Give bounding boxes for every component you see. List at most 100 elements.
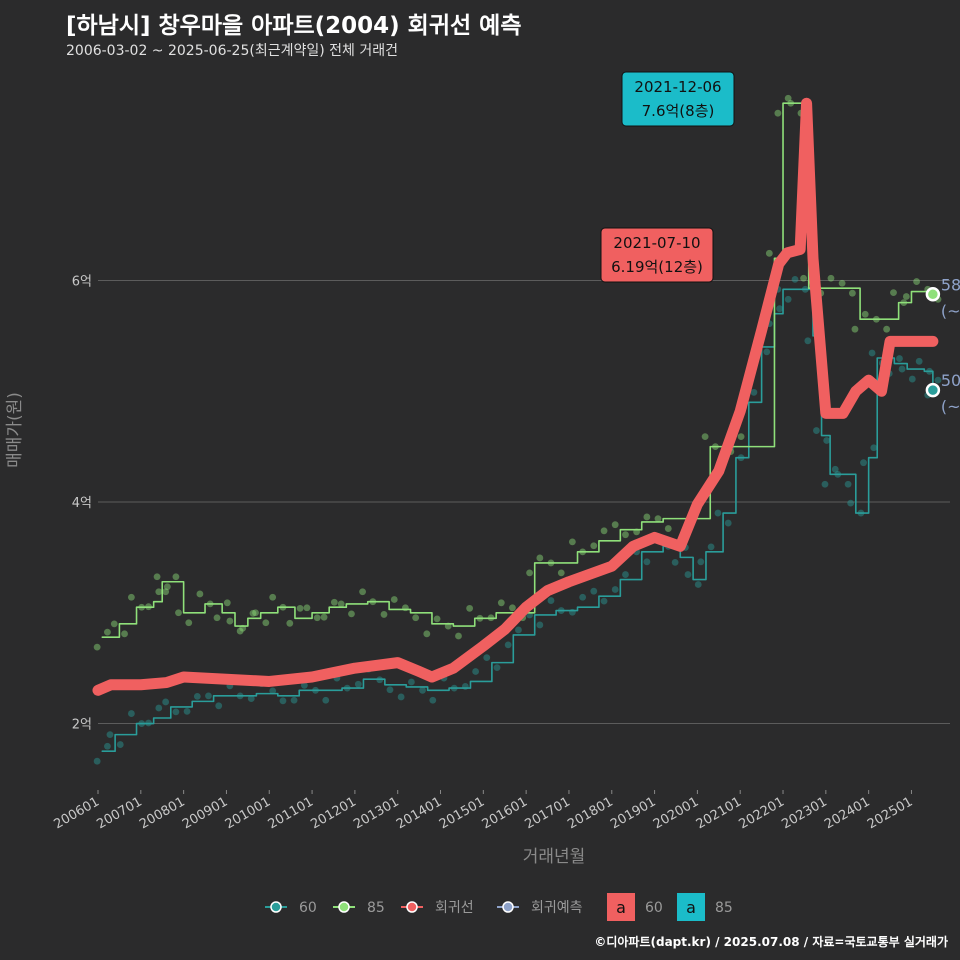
transaction-dot-85 bbox=[497, 599, 505, 607]
series-line-회귀선 bbox=[92, 97, 939, 696]
transaction-dot-85 bbox=[93, 643, 101, 651]
transaction-dot-85 bbox=[890, 289, 897, 297]
transaction-dot-60 bbox=[515, 626, 522, 634]
x-tick-label: 202501 bbox=[865, 794, 915, 832]
transaction-dot-85 bbox=[296, 604, 304, 612]
callout-price: 7.6억(8층) bbox=[642, 102, 715, 120]
x-tick-label: 201101 bbox=[266, 794, 316, 832]
x-tick-label: 200701 bbox=[94, 794, 144, 832]
callout-date: 2021-12-06 bbox=[634, 78, 721, 96]
transaction-dot-85 bbox=[359, 588, 366, 596]
transaction-dot-60 bbox=[172, 708, 180, 716]
transaction-dot-60 bbox=[579, 593, 587, 601]
transaction-dot-85 bbox=[737, 433, 745, 441]
transaction-dot-85 bbox=[701, 433, 709, 441]
transaction-dot-60 bbox=[106, 731, 114, 739]
series-line-85 bbox=[101, 102, 934, 638]
transaction-dot-60 bbox=[269, 687, 277, 695]
transaction-dot-85 bbox=[337, 600, 345, 608]
transaction-dot-85 bbox=[390, 596, 398, 603]
transaction-dot-85 bbox=[883, 325, 891, 333]
transaction-dot-60 bbox=[870, 444, 878, 452]
transaction-dot-85 bbox=[902, 293, 910, 300]
transaction-dot-60 bbox=[784, 295, 792, 303]
transaction-dot-60 bbox=[547, 597, 555, 604]
y-tick-label: 4억 bbox=[72, 496, 92, 511]
transaction-dot-85 bbox=[600, 527, 608, 535]
transaction-dot-85 bbox=[127, 593, 135, 601]
transaction-dot-60 bbox=[915, 357, 923, 365]
transaction-dot-85 bbox=[611, 521, 619, 529]
transaction-dot-60 bbox=[104, 742, 111, 750]
transaction-dot-85 bbox=[423, 630, 431, 638]
transaction-dot-60 bbox=[707, 543, 715, 551]
transaction-dot-85 bbox=[313, 614, 321, 622]
transaction-dot-60 bbox=[116, 741, 124, 748]
x-tick-label: 201401 bbox=[394, 794, 444, 832]
transaction-dot-60 bbox=[205, 692, 212, 700]
transaction-dot-60 bbox=[183, 707, 191, 715]
legend-label: 85 bbox=[367, 900, 385, 916]
transaction-dot-60 bbox=[714, 509, 722, 517]
transaction-dot-60 bbox=[697, 558, 705, 566]
x-tick-label: 201301 bbox=[351, 794, 401, 832]
transaction-dot-60 bbox=[896, 355, 903, 362]
transaction-dot-60 bbox=[483, 654, 491, 662]
end-marker-85 bbox=[925, 287, 941, 302]
transaction-dot-85 bbox=[348, 610, 355, 618]
transaction-dot-60 bbox=[397, 693, 405, 701]
transaction-dot-60 bbox=[493, 664, 501, 671]
transaction-dot-85 bbox=[213, 614, 221, 622]
transaction-dot-85 bbox=[330, 598, 338, 606]
transaction-dot-85 bbox=[226, 617, 234, 625]
legend-key-glyph: a bbox=[686, 898, 696, 917]
transaction-dot-85 bbox=[433, 615, 441, 623]
transaction-dot-85 bbox=[185, 619, 193, 627]
transaction-dot-60 bbox=[844, 480, 852, 488]
legend-label: 회귀선 bbox=[435, 900, 474, 916]
x-tick-label: 202101 bbox=[694, 794, 744, 832]
chart-subtitle: 2006-03-02 ~ 2025-06-25(최근계약일) 전체 거래건 bbox=[66, 43, 398, 59]
transaction-dot-60 bbox=[611, 586, 619, 593]
callout-date: 2021-07-10 bbox=[613, 234, 700, 252]
transaction-dot-60 bbox=[155, 704, 163, 712]
transaction-dot-60 bbox=[684, 571, 692, 578]
x-tick-label: 201801 bbox=[565, 794, 615, 832]
transaction-dot-85 bbox=[526, 569, 533, 577]
transaction-dot-60 bbox=[300, 681, 308, 689]
transaction-dot-60 bbox=[868, 349, 876, 357]
source-caption: ©디아파트(dapt.kr) / 2025.07.08 / 자료=국토교통부 실… bbox=[594, 935, 948, 949]
transaction-dot-60 bbox=[600, 597, 608, 605]
transaction-dot-85 bbox=[851, 325, 859, 333]
transaction-dot-85 bbox=[861, 310, 869, 318]
transaction-dot-85 bbox=[557, 569, 565, 577]
transaction-dot-60 bbox=[643, 558, 651, 566]
legend-label: 60 bbox=[299, 900, 317, 916]
legend-label: 회귀예측 bbox=[531, 900, 583, 916]
x-tick-label: 200901 bbox=[180, 794, 230, 832]
transaction-dot-85 bbox=[162, 588, 170, 596]
legend-key-dot bbox=[406, 901, 418, 913]
transaction-dot-85 bbox=[172, 573, 180, 581]
transaction-dot-85 bbox=[466, 604, 474, 612]
x-tick-label: 202001 bbox=[651, 794, 701, 832]
chart-title: [하남시] 창우마을 아파트(2004) 회귀선 예측 bbox=[66, 13, 522, 39]
transaction-dot-85 bbox=[838, 279, 846, 287]
transaction-dot-60 bbox=[193, 693, 201, 700]
x-axis-title: 거래년월 bbox=[523, 847, 586, 867]
legend-key-box bbox=[607, 893, 635, 921]
transaction-dot-60 bbox=[504, 641, 512, 649]
x-tick-label: 201001 bbox=[223, 794, 273, 832]
callout-box bbox=[600, 227, 714, 283]
transaction-dot-60 bbox=[354, 680, 362, 688]
transaction-dot-60 bbox=[831, 465, 839, 473]
transaction-dot-60 bbox=[813, 427, 820, 434]
transaction-dot-60 bbox=[322, 696, 330, 704]
x-tick-label: 201901 bbox=[608, 794, 658, 832]
transaction-dot-85 bbox=[175, 609, 182, 617]
transaction-dot-60 bbox=[776, 305, 783, 313]
transaction-dot-85 bbox=[913, 278, 921, 285]
x-tick-label: 200601 bbox=[52, 794, 102, 832]
transaction-dot-60 bbox=[247, 695, 255, 703]
